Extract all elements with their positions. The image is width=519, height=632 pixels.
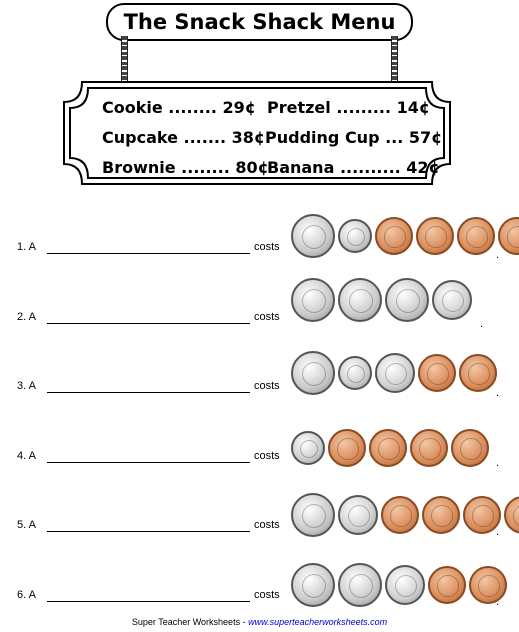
quarter-coin-icon — [291, 493, 335, 537]
question-1: 1. A costs — [17, 237, 287, 257]
footer-url[interactable]: www.superteacherworksheets.com — [248, 617, 388, 627]
quarter-coin-icon — [291, 351, 335, 395]
penny-coin-icon — [416, 217, 454, 255]
costs-label: costs — [254, 311, 280, 323]
menu-item: Brownie ........ 80¢ — [102, 157, 269, 177]
question-number: 2. A — [17, 311, 36, 323]
penny-coin-icon — [410, 429, 448, 467]
right-chain — [391, 36, 398, 82]
question-number: 3. A — [17, 380, 36, 392]
footer-brand: Super Teacher Worksheets - — [131, 617, 249, 627]
costs-label: costs — [254, 450, 280, 462]
penny-coin-icon — [375, 217, 413, 255]
page-title: The Snack Shack Menu — [123, 10, 396, 34]
menu-item: Banana .......... 42¢ — [267, 157, 440, 177]
costs-label: costs — [254, 241, 280, 253]
coin-group — [291, 278, 475, 322]
question-number: 4. A — [17, 450, 36, 462]
quarter-coin-icon — [338, 278, 382, 322]
menu-item: Pudding Cup ... 57¢ — [265, 127, 443, 147]
dime-coin-icon — [291, 431, 325, 465]
menu-row: Cupcake ....... 38¢ Pudding Cup ... 57¢ — [102, 122, 442, 152]
menu-items: Cookie ........ 29¢ Pretzel ......... 14… — [102, 92, 442, 182]
quarter-coin-icon — [291, 214, 335, 258]
coin-group — [291, 493, 519, 537]
coin-group — [291, 429, 492, 467]
menu-board: Cookie ........ 29¢ Pretzel ......... 14… — [62, 80, 452, 186]
quarter-coin-icon — [385, 278, 429, 322]
penny-coin-icon — [469, 566, 507, 604]
answer-line[interactable] — [47, 392, 250, 393]
costs-label: costs — [254, 380, 280, 392]
answer-line[interactable] — [47, 253, 250, 254]
period: . — [496, 249, 500, 261]
period: . — [480, 318, 484, 330]
penny-coin-icon — [459, 354, 497, 392]
penny-coin-icon — [498, 217, 519, 255]
penny-coin-icon — [369, 429, 407, 467]
quarter-coin-icon — [338, 563, 382, 607]
question-5: 5. A costs — [17, 515, 287, 535]
coin-group — [291, 563, 510, 607]
quarter-coin-icon — [291, 563, 335, 607]
menu-board-frame — [63, 81, 451, 185]
question-6: 6. A costs — [17, 585, 287, 605]
costs-label: costs — [254, 519, 280, 531]
question-number: 1. A — [17, 241, 36, 253]
penny-coin-icon — [457, 217, 495, 255]
nickel-coin-icon — [338, 495, 378, 535]
menu-row: Cookie ........ 29¢ Pretzel ......... 14… — [102, 92, 432, 122]
question-number: 6. A — [17, 589, 36, 601]
period: . — [496, 387, 500, 399]
footer: Super Teacher Worksheets - www.superteac… — [0, 617, 519, 627]
menu-item: Pretzel ......... 14¢ — [267, 97, 431, 117]
question-4: 4. A costs — [17, 446, 287, 466]
answer-line[interactable] — [47, 601, 250, 602]
period: . — [496, 457, 500, 469]
penny-coin-icon — [463, 496, 501, 534]
dime-coin-icon — [338, 219, 372, 253]
menu-item: Cupcake ....... 38¢ — [102, 127, 266, 147]
question-number: 5. A — [17, 519, 36, 531]
quarter-coin-icon — [291, 278, 335, 322]
menu-row: Brownie ........ 80¢ Banana .......... 4… — [102, 152, 440, 182]
period: . — [496, 526, 500, 538]
nickel-coin-icon — [375, 353, 415, 393]
penny-coin-icon — [328, 429, 366, 467]
penny-coin-icon — [451, 429, 489, 467]
penny-coin-icon — [418, 354, 456, 392]
penny-coin-icon — [428, 566, 466, 604]
coin-group — [291, 351, 500, 395]
penny-coin-icon — [422, 496, 460, 534]
dime-coin-icon — [338, 356, 372, 390]
penny-coin-icon — [381, 496, 419, 534]
answer-line[interactable] — [47, 531, 250, 532]
answer-line[interactable] — [47, 462, 250, 463]
coin-group — [291, 214, 519, 258]
menu-title-sign: The Snack Shack Menu — [106, 3, 413, 41]
answer-line[interactable] — [47, 323, 250, 324]
period: . — [496, 596, 500, 608]
question-3: 3. A costs — [17, 376, 287, 396]
costs-label: costs — [254, 589, 280, 601]
nickel-coin-icon — [385, 565, 425, 605]
nickel-coin-icon — [432, 280, 472, 320]
penny-coin-icon — [504, 496, 519, 534]
menu-item: Cookie ........ 29¢ — [102, 97, 256, 117]
left-chain — [121, 36, 128, 82]
question-2: 2. A costs — [17, 307, 287, 327]
